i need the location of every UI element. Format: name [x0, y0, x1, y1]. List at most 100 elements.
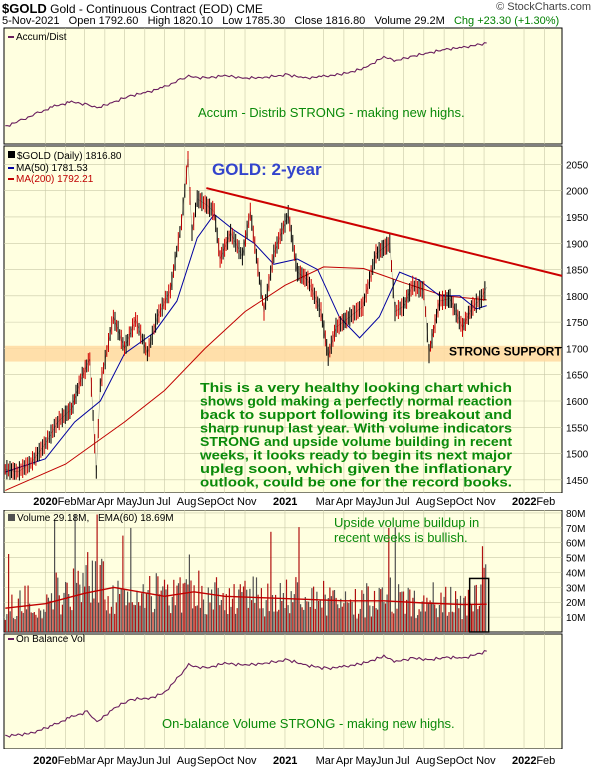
annotation-line: outlook, could be one for the record boo…: [200, 475, 512, 490]
price-line: [5, 159, 487, 473]
x-tick-obv: 2021: [273, 755, 297, 767]
x-tick-obv: Jun: [376, 755, 394, 767]
y-tick-volume: 40M: [566, 568, 585, 579]
x-tick-obv: Feb: [58, 755, 77, 767]
x-tick-price: 2020: [33, 496, 57, 508]
annotation-obv: On-balance Volume STRONG - making new hi…: [162, 716, 455, 731]
quote-low: Low 1785.30: [222, 15, 286, 27]
legend-price: $GOLD (Daily) 1816.80: [17, 151, 122, 162]
legend-accum-dist: Accum/Dist: [16, 32, 67, 43]
y-tick-price: 1450: [566, 476, 589, 487]
quote-close: Close 1816.80: [294, 15, 366, 27]
x-tick-obv: 2022: [512, 755, 536, 767]
volume-bars: [4, 514, 487, 632]
legend-ma200: MA(200) 1792.21: [16, 174, 94, 185]
x-tick-price: Apr: [336, 496, 353, 508]
x-tick-obv: Nov: [237, 755, 257, 767]
y-tick-price: 1950: [566, 213, 589, 224]
x-tick-price: Oct: [217, 496, 234, 508]
x-tick-obv: Aug: [416, 755, 436, 767]
volume-highlight-box: [468, 577, 490, 633]
x-tick-obv: May: [356, 755, 377, 767]
y-tick-volume: 30M: [566, 583, 585, 594]
quote-open: Open 1792.60: [68, 15, 139, 27]
volume-ema-line: [5, 586, 487, 609]
support-label: STRONG SUPPORT: [449, 345, 562, 359]
x-tick-price: Jun: [376, 496, 394, 508]
x-tick-price: Jul: [156, 496, 170, 508]
price-bars: [4, 151, 486, 481]
x-tick-obv: Aug: [177, 755, 197, 767]
y-tick-price: 1850: [566, 266, 589, 277]
x-tick-price: Aug: [416, 496, 436, 508]
y-tick-volume: 80M: [566, 509, 585, 520]
annotation-line: weeks, it looks ready to begin its next …: [199, 448, 512, 463]
quote-volume: Volume 29.2M: [374, 15, 445, 27]
annotation-line: This is a very healthy looking chart whi…: [200, 380, 512, 395]
x-tick-obv: Oct: [217, 755, 234, 767]
annotation-line: upleg soon, which given the inflationary: [200, 461, 513, 476]
x-axis-strip-upper: [0, 493, 595, 510]
y-tick-price: 1700: [566, 344, 589, 355]
panel-pr: [3, 145, 563, 494]
x-tick-obv: Apr: [336, 755, 353, 767]
quote-line: 5-Nov-2021 Open 1792.60 High 1820.10 Low…: [2, 15, 559, 27]
x-tick-price: Nov: [476, 496, 496, 508]
quote-change: Chg +23.30 (+1.30%): [453, 15, 560, 27]
annotation-line: back to support following its breakout a…: [200, 407, 512, 422]
x-tick-obv: 2020: [33, 755, 57, 767]
x-tick-price: Oct: [456, 496, 473, 508]
x-tick-obv: Jun: [137, 755, 155, 767]
y-tick-price: 2050: [566, 160, 589, 171]
x-tick-price: Mar: [77, 496, 96, 508]
legend-swatch-price: [8, 151, 15, 158]
x-tick-obv: Sep: [197, 755, 217, 767]
x-tick-obv: Apr: [97, 755, 114, 767]
y-tick-price: 1550: [566, 423, 589, 434]
x-tick-price: Jul: [396, 496, 410, 508]
legend-volume: Volume 29.18M,: [17, 513, 89, 524]
quote-date: 5-Nov-2021: [2, 15, 60, 27]
x-tick-price: 2021: [273, 496, 297, 508]
annotation-line: STRONG and upside volume building in rec…: [200, 434, 513, 449]
x-tick-price: Feb: [58, 496, 77, 508]
x-tick-obv: Jul: [396, 755, 410, 767]
x-tick-obv: Nov: [476, 755, 496, 767]
ma200-line: [5, 266, 487, 491]
x-tick-obv: Oct: [456, 755, 473, 767]
annotation-volume: Upside volume buildup in: [334, 515, 479, 530]
y-tick-price: 1900: [566, 239, 589, 250]
y-tick-price: 1750: [566, 318, 589, 329]
x-tick-price: 2022: [512, 496, 536, 508]
y-tick-volume: 70M: [566, 524, 585, 535]
x-tick-price: Apr: [97, 496, 114, 508]
legend-swatch-volume: [8, 514, 15, 521]
x-tick-obv: Feb: [536, 755, 555, 767]
x-tick-price: Sep: [436, 496, 456, 508]
x-tick-obv: May: [117, 755, 138, 767]
panel-ad: [3, 27, 563, 145]
x-tick-price: Mar: [316, 496, 335, 508]
x-tick-price: Feb: [536, 496, 555, 508]
annotation-line: sharp runup last year. With volume indic…: [200, 421, 512, 436]
watermark: © StockCharts.com: [496, 1, 591, 13]
quote-high: High 1820.10: [147, 15, 214, 27]
x-tick-obv: Mar: [316, 755, 335, 767]
y-tick-volume: 20M: [566, 598, 585, 609]
x-tick-obv: Mar: [77, 755, 96, 767]
price-chart-title: GOLD: 2-year: [212, 160, 322, 179]
chart-title-line: $GOLD Gold - Continuous Contract (EOD) C…: [2, 1, 263, 16]
x-axis-strip-lower: [0, 749, 595, 769]
legend-volume-ema: EMA(60) 18.69M: [98, 513, 174, 524]
y-tick-price: 2000: [566, 187, 589, 198]
x-tick-price: Nov: [237, 496, 257, 508]
instrument-name: Gold - Continuous Contract (EOD): [50, 2, 233, 16]
obv-line: [5, 649, 487, 738]
annotation-volume: recent weeks is bullish.: [334, 530, 468, 545]
x-tick-obv: Jul: [156, 755, 170, 767]
x-tick-price: Sep: [197, 496, 217, 508]
annotation-line: shows gold making a perfectly normal rea…: [200, 394, 512, 409]
exchange: CME: [236, 2, 263, 16]
x-tick-price: Jun: [137, 496, 155, 508]
x-tick-price: Aug: [177, 496, 197, 508]
